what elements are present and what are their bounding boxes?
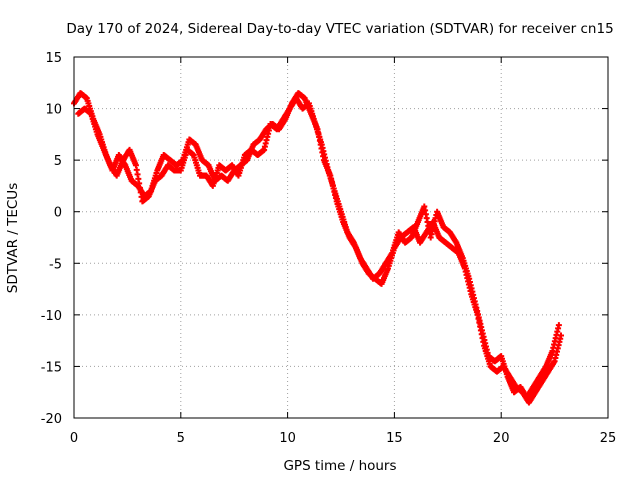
x-tick-label: 15 (386, 431, 403, 446)
x-tick-label: 0 (70, 431, 78, 446)
x-tick-label: 25 (600, 431, 617, 446)
y-tick-label: 5 (54, 154, 62, 169)
y-tick-label: 10 (45, 103, 62, 118)
x-tick-label: 10 (279, 431, 296, 446)
y-tick-label: 15 (45, 51, 62, 66)
data-layer (71, 90, 565, 406)
chart-title: Day 170 of 2024, Sidereal Day-to-day VTE… (66, 21, 613, 37)
data-point (555, 322, 562, 329)
y-axis-label: SDTVAR / TECUs (5, 183, 21, 293)
series-sdtvar-2 (75, 95, 562, 401)
y-tick-label: -20 (41, 412, 62, 427)
y-tick-label: -15 (41, 360, 62, 375)
axis-ticks: 0 5 10 15 20 25 -20 -15 -10 -5 0 5 10 15 (41, 51, 617, 446)
y-tick-label: 0 (54, 206, 62, 221)
y-tick-label: -5 (49, 257, 62, 272)
plot-frame (73, 56, 609, 419)
y-tick-label: -10 (41, 309, 62, 324)
x-tick-label: 5 (177, 431, 185, 446)
x-axis-label: GPS time / hours (283, 458, 396, 474)
x-tick-label: 20 (493, 431, 510, 446)
